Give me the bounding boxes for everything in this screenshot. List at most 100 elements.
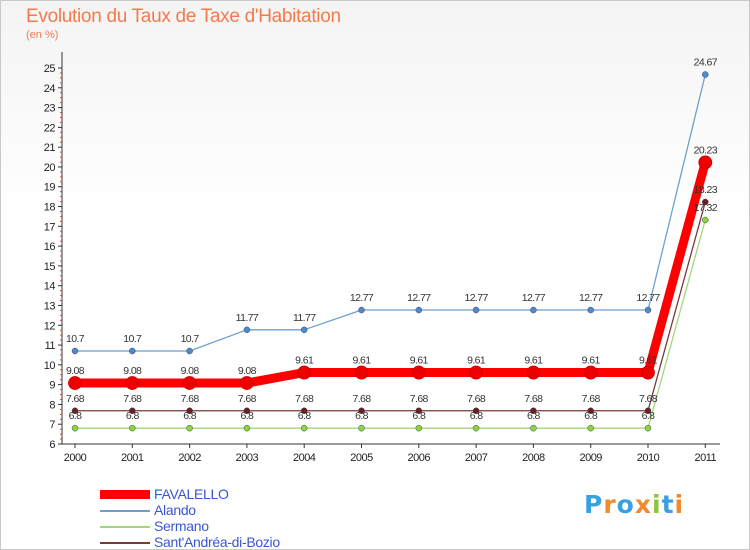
data-label: 10.7 xyxy=(123,333,142,345)
legend-label: FAVALELLO xyxy=(154,486,229,502)
data-label: 9.61 xyxy=(352,355,371,367)
data-label: 6.8 xyxy=(584,410,598,422)
data-label: 6.8 xyxy=(183,410,197,422)
logo-letter: o xyxy=(616,490,635,519)
data-label: 9.08 xyxy=(123,365,142,377)
data-point xyxy=(469,365,484,380)
x-tick-label: 2000 xyxy=(64,452,87,464)
data-label: 6.8 xyxy=(126,410,140,422)
data-label: 9.61 xyxy=(467,355,486,367)
series-line-sant-andr-a-di-bozio xyxy=(74,201,706,412)
data-point xyxy=(702,216,709,224)
data-label: 18.23 xyxy=(694,184,718,196)
data-point xyxy=(472,306,480,314)
data-label: 9.61 xyxy=(582,355,601,367)
data-point xyxy=(239,376,254,390)
data-point xyxy=(415,407,423,415)
logo-letter: i xyxy=(652,490,662,519)
chart-subtitle: (en %) xyxy=(26,29,59,41)
data-point xyxy=(472,407,480,415)
x-tick-label: 2002 xyxy=(178,452,201,464)
data-label: 11.77 xyxy=(293,312,316,324)
data-label: 6.8 xyxy=(470,410,484,422)
data-point xyxy=(243,407,251,415)
data-label: 24.67 xyxy=(694,57,718,69)
y-tick-label: 23 xyxy=(44,103,56,115)
y-tick-label: 11 xyxy=(45,340,56,352)
data-label: 12.77 xyxy=(407,292,431,304)
y-tick-label: 14 xyxy=(44,281,56,293)
data-label: 10.7 xyxy=(66,333,85,345)
data-point xyxy=(415,424,423,432)
y-tick-label: 16 xyxy=(44,241,56,253)
data-point xyxy=(530,424,537,432)
data-point xyxy=(358,407,365,415)
data-point xyxy=(702,71,709,78)
data-label: 6.8 xyxy=(412,410,426,422)
data-point xyxy=(300,407,308,415)
logo-letter: r xyxy=(603,490,617,519)
series-line-favalello xyxy=(70,157,710,388)
y-tick-label: 25 xyxy=(44,63,56,75)
data-label: 9.61 xyxy=(410,355,429,367)
x-tick-label: 2001 xyxy=(121,452,144,464)
legend-swatch xyxy=(100,526,150,528)
data-label: 12.77 xyxy=(579,292,603,304)
data-label: 6.8 xyxy=(527,410,541,422)
data-label: 6.8 xyxy=(241,410,255,422)
data-point xyxy=(358,306,365,314)
chart-title: Evolution du Taux de Taxe d'Habitation xyxy=(26,6,341,27)
x-tick-label: 2005 xyxy=(350,452,373,464)
data-label: 6.8 xyxy=(642,410,656,422)
data-label: 7.68 xyxy=(467,393,486,405)
data-label: 9.61 xyxy=(295,355,314,367)
data-label: 12.77 xyxy=(464,292,488,304)
y-tick-label: 15 xyxy=(44,261,56,273)
data-point xyxy=(411,365,426,380)
data-point xyxy=(129,424,136,432)
logo-letter: x xyxy=(634,490,652,519)
data-point xyxy=(243,424,251,432)
legend-swatch xyxy=(100,542,150,544)
logo-letter: P xyxy=(584,490,604,519)
data-label: 9.08 xyxy=(66,365,85,377)
x-tick-label: 2003 xyxy=(236,452,259,464)
data-point xyxy=(186,407,193,415)
data-point xyxy=(587,407,594,415)
y-tick-label: 7 xyxy=(49,419,55,431)
data-point xyxy=(415,306,423,314)
data-label: 9.61 xyxy=(639,355,658,367)
data-label: 7.68 xyxy=(410,393,429,405)
data-label: 12.77 xyxy=(522,292,546,304)
data-label: 17.32 xyxy=(694,202,718,214)
data-point xyxy=(644,306,652,314)
data-label: 7.68 xyxy=(238,393,257,405)
x-tick-label: 2009 xyxy=(579,452,602,464)
legend-label: Alando xyxy=(154,502,196,518)
data-point xyxy=(530,306,537,314)
data-point xyxy=(71,407,79,415)
legend-label: Sant'Andréa-di-Bozio xyxy=(154,534,280,550)
data-point xyxy=(358,424,365,432)
data-point xyxy=(644,424,652,432)
data-point xyxy=(71,347,79,355)
data-label: 7.68 xyxy=(352,393,371,405)
x-tick-label: 2011 xyxy=(694,452,716,464)
data-point xyxy=(243,326,251,334)
data-point xyxy=(125,376,140,390)
data-label: 9.08 xyxy=(238,365,257,377)
data-point xyxy=(698,155,713,170)
data-point xyxy=(129,347,136,355)
data-point xyxy=(68,376,82,390)
x-tick-label: 2006 xyxy=(408,452,431,464)
y-tick-label: 24 xyxy=(44,83,56,95)
x-tick-label: 2004 xyxy=(293,452,316,464)
data-label: 7.68 xyxy=(295,393,314,405)
data-point xyxy=(354,365,369,380)
data-label: 7.68 xyxy=(639,393,658,405)
data-point xyxy=(472,424,480,432)
y-tick-label: 10 xyxy=(44,360,56,372)
data-label: 7.68 xyxy=(524,393,543,405)
